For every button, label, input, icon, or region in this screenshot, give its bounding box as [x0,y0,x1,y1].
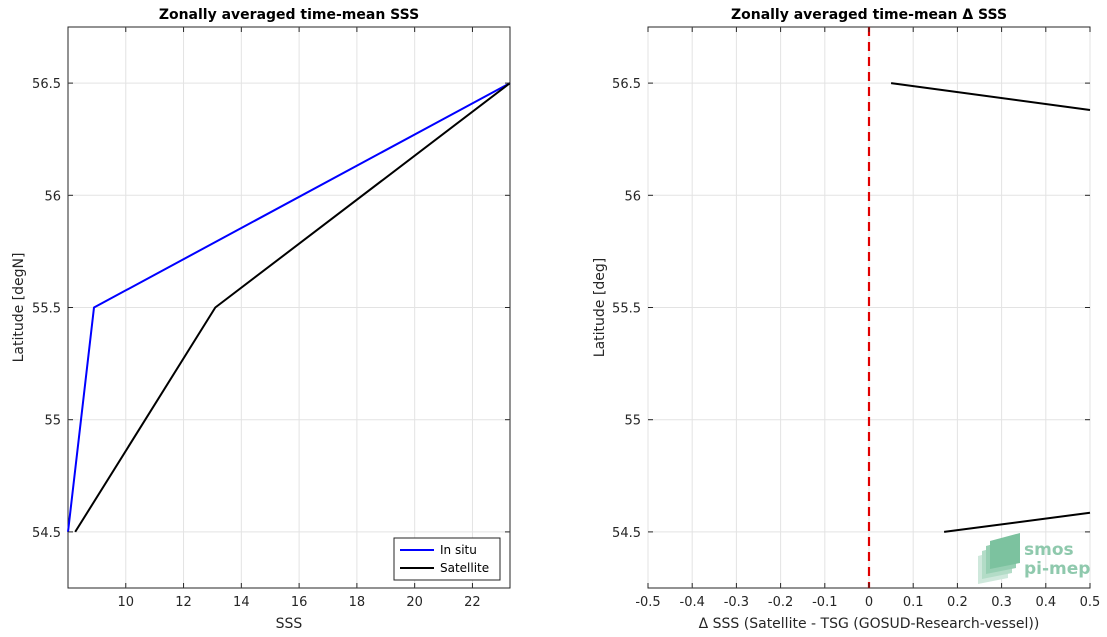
x-tick-label: 0.5 [1080,595,1101,610]
ticks: 10 12 14 16 18 20 22 54.5 55 55.5 56 56.5 [32,27,510,610]
legend-box [393,537,501,581]
y-tick-label: 56.5 [612,77,641,92]
series-line-2 [943,511,1091,533]
x-tick-label: -0.4 [680,595,705,610]
sss-chart: 10 12 14 16 18 20 22 54.5 55 55.5 56 56.5 Zonally a… [11,7,511,632]
x-tick-label: 22 [464,595,481,610]
series-group [890,82,1091,533]
y-tick-label: 55 [624,414,641,429]
legend-entry-satellite: Satellite [440,561,489,575]
x-tick-label: 18 [349,595,366,610]
y-tick-label: 56.5 [32,77,61,92]
x-tick-label: 20 [406,595,423,610]
x-tick-label: 10 [118,595,135,610]
x-tick-label: 0.4 [1035,595,1056,610]
legend-entry-in-situ: In situ [440,543,477,557]
y-tick-label: 54.5 [32,526,61,541]
logo-text-smos: smos [1024,540,1074,560]
x-tick-label: -0.2 [768,595,793,610]
y-tick-label: 55.5 [32,302,61,317]
x-tick-label: 0.1 [903,595,924,610]
x-tick-label: 0.3 [991,595,1012,610]
x-tick-label: 14 [233,595,250,610]
x-tick-label: 0 [865,595,873,610]
legend: In situ Satellite [393,537,501,581]
series-group [67,82,511,533]
grid [68,27,510,588]
x-tick-label: -0.3 [724,595,749,610]
series-line-1 [67,82,511,533]
delta-sss-chart: -0.5 -0.4 -0.3 -0.2 -0.1 0 0.1 0.2 0.3 0.4 0.5 54.5… [592,7,1100,632]
chart-title: Zonally averaged time-mean Δ SSS [731,7,1007,23]
x-tick-label: 16 [291,595,308,610]
series-line-2 [74,82,511,533]
x-tick-label: -0.5 [635,595,660,610]
series-line-1 [890,82,1091,111]
x-tick-label: 0.2 [947,595,968,610]
y-axis-label: Latitude [degN] [11,253,27,363]
y-tick-label: 54.5 [612,526,641,541]
y-tick-label: 56 [624,189,641,204]
logo-text-pi-mep: pi-mep [1024,559,1090,579]
y-tick-label: 56 [44,189,61,204]
chart-title: Zonally averaged time-mean SSS [159,7,419,23]
y-axis-label: Latitude [deg] [592,258,608,357]
y-tick-label: 55.5 [612,302,641,317]
x-axis-label: Δ SSS (Satellite - TSG (GOSUD-Research-v… [699,616,1040,632]
x-tick-label: -0.1 [812,595,837,610]
ticks: -0.5 -0.4 -0.3 -0.2 -0.1 0 0.1 0.2 0.3 0.4 0.5 54.5… [612,27,1100,610]
x-axis-label: SSS [276,616,303,632]
smos-pi-mep-logo: smos pi-mep [978,533,1090,584]
y-tick-label: 55 [44,414,61,429]
logo-stack-icon [978,533,1020,584]
x-tick-label: 12 [175,595,192,610]
